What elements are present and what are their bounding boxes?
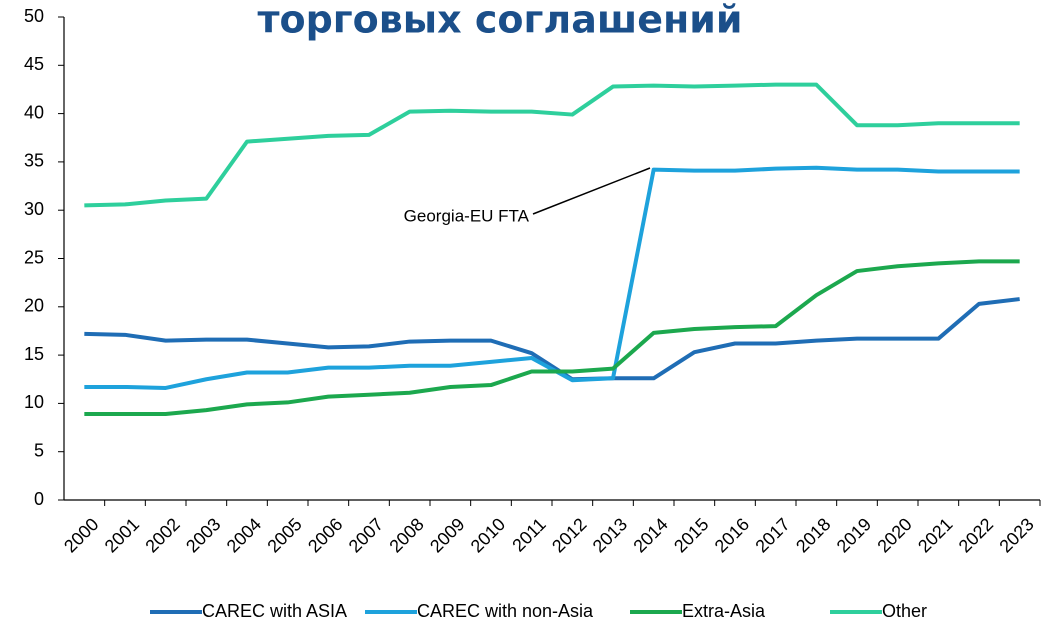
legend-label: CAREC with ASIA [202, 601, 347, 621]
y-tick-label: 0 [34, 489, 44, 509]
x-tick-label: 2014 [629, 514, 671, 556]
x-tick-label: 2022 [955, 514, 997, 556]
series-line [84, 82, 1020, 208]
x-tick-label: 2016 [711, 514, 753, 556]
x-tick-label: 2006 [304, 514, 346, 556]
y-tick-label: 40 [24, 102, 44, 122]
legend-label: Other [882, 601, 927, 621]
x-tick-label: 2010 [467, 514, 509, 556]
x-tick-label: 2021 [914, 514, 956, 556]
x-tick-label: 2008 [385, 514, 427, 556]
x-tick-label: 2000 [60, 514, 102, 556]
x-tick-label: 2002 [141, 514, 183, 556]
x-tick-label: 2019 [833, 514, 875, 556]
series-line [84, 165, 1020, 390]
y-tick-label: 45 [24, 54, 44, 74]
x-tick-label: 2023 [995, 514, 1037, 556]
x-tick-label: 2011 [508, 514, 550, 556]
legend-label: Extra-Asia [682, 601, 766, 621]
series-line [84, 297, 1020, 382]
y-tick-label: 10 [24, 392, 44, 412]
y-tick-label: 20 [24, 296, 44, 316]
x-tick-label: 2009 [426, 514, 468, 556]
x-tick-label: 2018 [792, 514, 834, 556]
series-line [84, 259, 1020, 417]
y-tick-label: 25 [24, 247, 44, 267]
x-tick-label: 2017 [751, 514, 793, 556]
x-tick-label: 2004 [223, 514, 265, 556]
x-tick-label: 2012 [548, 514, 590, 556]
x-tick-label: 2013 [589, 514, 631, 556]
x-tick-label: 2003 [182, 514, 224, 556]
y-tick-label: 15 [24, 344, 44, 364]
x-tick-label: 2001 [101, 514, 143, 556]
y-tick-label: 30 [24, 199, 44, 219]
legend-label: CAREC with non-Asia [417, 601, 594, 621]
x-tick-label: 2005 [263, 514, 305, 556]
y-tick-label: 5 [34, 440, 44, 460]
x-tick-label: 2020 [873, 514, 915, 556]
x-tick-label: 2015 [670, 514, 712, 556]
y-tick-label: 35 [24, 151, 44, 171]
annotation-line [532, 167, 651, 215]
x-tick-label: 2007 [345, 514, 387, 556]
y-tick-label: 50 [24, 6, 44, 26]
annotation: Georgia-EU FTA [404, 206, 530, 225]
chart-title: торговых соглашений [257, 0, 742, 42]
